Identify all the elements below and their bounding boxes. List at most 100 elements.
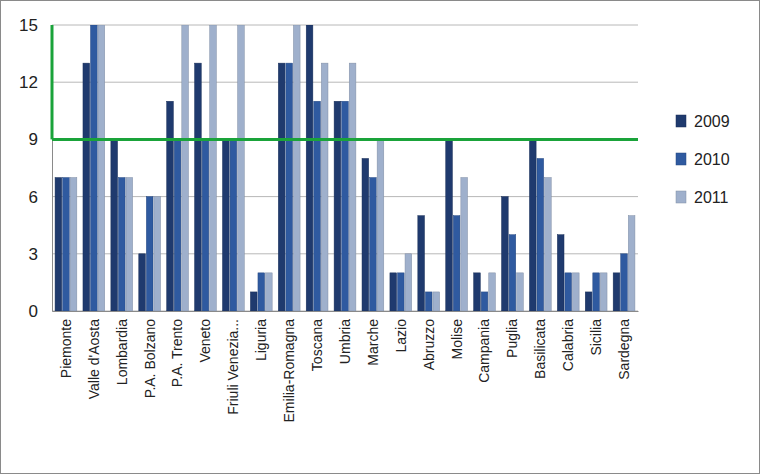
x-tick: Sardegna <box>616 311 632 380</box>
bar <box>446 139 453 311</box>
x-tick-label: Basilicata <box>532 319 548 379</box>
x-tick: Valle d'Aosta <box>86 311 102 399</box>
y-tick-label: 15 <box>19 16 38 35</box>
bar <box>600 273 607 311</box>
bar <box>111 139 118 311</box>
reference-line <box>52 138 638 141</box>
bar <box>425 292 432 311</box>
x-tick: Marche <box>365 311 381 366</box>
legend-swatch <box>676 115 686 127</box>
bar <box>70 178 77 311</box>
bar <box>55 178 62 311</box>
reference <box>52 25 638 139</box>
bar <box>489 273 496 311</box>
x-tick-label: Emilia-Romagna <box>281 319 297 423</box>
x-tick-label: Calabria <box>560 319 576 371</box>
bar <box>529 139 536 311</box>
x-tick: Piemonte <box>58 311 74 378</box>
x-tick: Calabria <box>560 311 576 371</box>
plot-area: 03691215PiemonteValle d'AostaLombardiaP.… <box>19 16 638 423</box>
bar <box>453 216 460 311</box>
bar <box>621 254 628 311</box>
x-tick: P.A. Trento <box>169 311 185 387</box>
x-tick-label: Lombardia <box>114 319 130 385</box>
x-tick: Sicilia <box>588 311 604 356</box>
legend: 2009 2010 2011 <box>676 113 730 206</box>
y-tick: 15 <box>19 16 52 35</box>
reference-zone-edge <box>51 25 54 139</box>
grid-line <box>52 25 638 26</box>
x-tick-label: P.A. Trento <box>169 319 185 387</box>
x-tick: Abruzzo <box>421 311 437 370</box>
bar <box>593 273 600 311</box>
bar <box>433 292 440 311</box>
x-tick-label: Sardegna <box>616 319 632 380</box>
legend-label: 2009 <box>694 113 730 130</box>
y-tick-label: 12 <box>19 73 38 92</box>
bar <box>349 63 356 311</box>
legend-item: 2010 <box>676 151 730 168</box>
grid-line <box>52 82 638 83</box>
y-tick: 9 <box>29 130 52 149</box>
bar <box>238 25 245 311</box>
bar <box>517 273 524 311</box>
bar <box>286 63 293 311</box>
x-tick-label: Campania <box>476 319 492 383</box>
bar <box>139 254 146 311</box>
x-tick: Liguria <box>253 311 269 361</box>
y-tick: 12 <box>19 73 52 92</box>
bar <box>390 273 397 311</box>
x-tick-label: Toscana <box>309 319 325 371</box>
bar <box>63 178 70 311</box>
bar <box>509 235 516 311</box>
x-tick: Toscana <box>309 311 325 371</box>
bar <box>585 292 592 311</box>
y-tick-label: 9 <box>29 130 38 149</box>
bar <box>118 178 125 311</box>
x-tick-label: Puglia <box>504 319 520 358</box>
bar-series <box>55 25 620 311</box>
bar <box>474 273 481 311</box>
chart: 03691215PiemonteValle d'AostaLombardiaP.… <box>0 0 760 474</box>
bar <box>314 101 321 311</box>
bar <box>418 216 425 311</box>
bar <box>613 273 620 311</box>
bar <box>377 139 384 311</box>
bar <box>342 101 349 311</box>
legend-swatch <box>676 153 686 165</box>
bar <box>146 197 153 311</box>
x-tick-label: Piemonte <box>58 319 74 378</box>
bar <box>370 178 377 311</box>
grid <box>52 25 638 311</box>
legend-item: 2011 <box>676 189 729 206</box>
x-tick-label: Liguria <box>253 319 269 361</box>
bar-series <box>70 25 635 311</box>
bar <box>182 25 189 311</box>
y-tick: 3 <box>29 245 52 264</box>
x-tick-label: Sicilia <box>588 319 604 356</box>
bar <box>397 273 404 311</box>
bar <box>293 25 300 311</box>
x-tick: Lazio <box>393 311 409 352</box>
bar <box>537 158 544 311</box>
bar <box>195 63 202 311</box>
bar <box>222 139 229 311</box>
bar <box>306 25 313 311</box>
y-tick: 6 <box>29 188 52 207</box>
bar <box>83 63 90 311</box>
y-tick-label: 6 <box>29 188 38 207</box>
x-tick-label: Veneto <box>197 319 213 363</box>
legend-item: 2009 <box>676 113 730 130</box>
legend-label: 2011 <box>694 189 729 206</box>
bar <box>334 101 341 311</box>
bar <box>126 178 133 311</box>
bar <box>230 139 237 311</box>
bar <box>278 63 285 311</box>
x-tick: Veneto <box>197 311 213 363</box>
x-tick: Friuli Venezia... <box>225 311 241 415</box>
bar <box>202 139 209 311</box>
y-axis: 03691215 <box>19 16 52 321</box>
legend-label: 2010 <box>694 151 730 168</box>
bar <box>266 273 273 311</box>
x-tick: Puglia <box>504 311 520 358</box>
